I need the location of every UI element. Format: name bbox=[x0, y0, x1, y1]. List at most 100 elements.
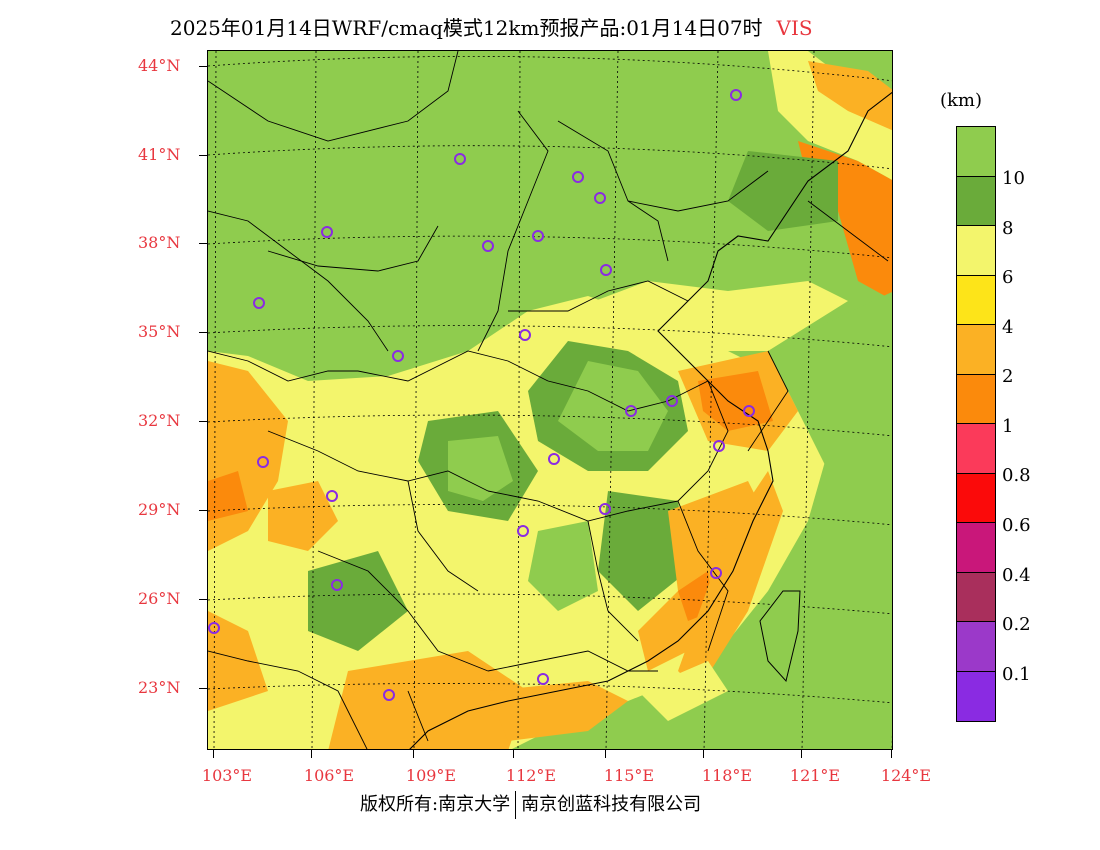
lon-label: 112°E bbox=[505, 766, 557, 785]
lon-tick bbox=[703, 750, 704, 758]
lon-tick bbox=[513, 750, 514, 758]
vis-6-region bbox=[768, 51, 892, 180]
station-marker bbox=[326, 490, 338, 502]
vis-4-region bbox=[268, 481, 338, 551]
variable-label: VIS bbox=[776, 16, 813, 40]
station-marker bbox=[253, 297, 265, 309]
lat-tick bbox=[199, 421, 207, 422]
lat-label: 41°N bbox=[138, 145, 181, 164]
vis-8-patch bbox=[308, 551, 408, 651]
legend-label: 4 bbox=[1002, 317, 1014, 338]
station-marker bbox=[537, 673, 549, 685]
vis-8-region bbox=[728, 151, 838, 231]
province-borders bbox=[208, 51, 889, 749]
station-marker bbox=[730, 89, 742, 101]
lat-label: 26°N bbox=[138, 589, 181, 608]
lon-tick bbox=[891, 750, 892, 758]
vis-6-region bbox=[568, 281, 848, 351]
vis-4-region bbox=[678, 471, 783, 691]
station-marker bbox=[454, 153, 466, 165]
station-marker bbox=[548, 453, 560, 465]
lat-tick bbox=[199, 688, 207, 689]
legend-swatch bbox=[957, 671, 995, 721]
lat-label: 35°N bbox=[138, 322, 181, 341]
footer-divider bbox=[515, 791, 517, 819]
lon-label: 106°E bbox=[303, 766, 355, 785]
legend-swatch bbox=[957, 226, 995, 276]
legend-label: 0.1 bbox=[1002, 664, 1031, 685]
station-marker bbox=[257, 456, 269, 468]
legend-unit: (km) bbox=[940, 90, 983, 111]
station-marker bbox=[710, 567, 722, 579]
vis-4-region bbox=[328, 651, 528, 749]
copyright-footer: 版权所有:南京大学 南京创蓝科技有限公司 bbox=[360, 790, 701, 819]
lon-tick bbox=[213, 750, 214, 758]
lon-tick bbox=[413, 750, 414, 758]
copyright-right: 南京创蓝科技有限公司 bbox=[521, 794, 702, 815]
vis-2-region bbox=[698, 371, 773, 431]
legend-swatch bbox=[957, 127, 995, 177]
lat-tick bbox=[199, 510, 207, 511]
vis-8-patch bbox=[598, 491, 688, 611]
legend-label: 10 bbox=[1002, 168, 1025, 189]
legend-label: 2 bbox=[1002, 366, 1014, 387]
legend-swatch bbox=[957, 572, 995, 622]
lon-label: 124°E bbox=[880, 766, 932, 785]
vis-10-patch bbox=[448, 436, 513, 501]
lon-tick bbox=[311, 750, 312, 758]
lon-label: 121°E bbox=[789, 766, 841, 785]
legend-swatch bbox=[957, 374, 995, 424]
lon-label: 109°E bbox=[405, 766, 457, 785]
station-marker bbox=[321, 226, 333, 238]
legend-swatch bbox=[957, 325, 995, 375]
station-marker bbox=[532, 230, 544, 242]
legend-swatch bbox=[957, 622, 995, 672]
lat-tick bbox=[199, 243, 207, 244]
station-markers bbox=[208, 89, 755, 701]
station-marker bbox=[743, 405, 755, 417]
lon-label: 118°E bbox=[701, 766, 753, 785]
lon-label: 115°E bbox=[603, 766, 655, 785]
legend-label: 0.4 bbox=[1002, 565, 1031, 586]
station-marker bbox=[600, 264, 612, 276]
lat-label: 23°N bbox=[138, 678, 181, 697]
lat-label: 32°N bbox=[138, 411, 181, 430]
station-marker bbox=[331, 579, 343, 591]
station-marker bbox=[599, 503, 611, 515]
lat-tick bbox=[199, 599, 207, 600]
vis-4-region bbox=[488, 681, 628, 741]
vis-10-patch bbox=[558, 361, 668, 451]
graticule bbox=[208, 51, 892, 749]
sea-region bbox=[710, 291, 892, 749]
vis-4-region bbox=[208, 611, 268, 711]
visibility-map bbox=[208, 51, 892, 749]
station-marker bbox=[482, 240, 494, 252]
station-marker bbox=[517, 525, 529, 537]
station-marker bbox=[383, 689, 395, 701]
legend-swatch bbox=[957, 275, 995, 325]
lon-tick bbox=[605, 750, 606, 758]
station-marker bbox=[572, 171, 584, 183]
station-marker bbox=[392, 350, 404, 362]
legend-swatch bbox=[957, 523, 995, 573]
legend-label: 8 bbox=[1002, 218, 1014, 239]
color-legend bbox=[956, 126, 996, 722]
station-marker bbox=[625, 405, 637, 417]
station-marker bbox=[208, 622, 220, 634]
station-marker bbox=[713, 440, 725, 452]
legend-label: 6 bbox=[1002, 267, 1014, 288]
legend-swatch bbox=[957, 176, 995, 226]
map-panel bbox=[207, 50, 893, 750]
copyright-left: 版权所有:南京大学 bbox=[360, 794, 511, 815]
lat-label: 38°N bbox=[138, 233, 181, 252]
vis-2-region bbox=[208, 471, 248, 521]
station-marker bbox=[519, 329, 531, 341]
lat-tick bbox=[199, 66, 207, 67]
lat-tick bbox=[199, 332, 207, 333]
taiwan-island bbox=[759, 590, 801, 683]
lon-tick bbox=[801, 750, 802, 758]
lat-label: 44°N bbox=[138, 56, 181, 75]
legend-label: 0.6 bbox=[1002, 515, 1031, 536]
vis-4-region bbox=[808, 61, 892, 131]
station-marker bbox=[594, 192, 606, 204]
